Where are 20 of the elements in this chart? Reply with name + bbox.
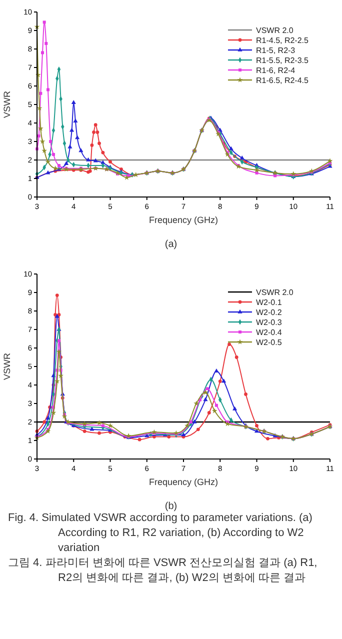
legend-label: R1-6.5, R2-4.5 (256, 76, 310, 85)
legend-label: W2-0.2 (256, 308, 282, 317)
y-axis-title: VSWR (2, 352, 12, 380)
text: (b) (164, 501, 178, 512)
x-axis-title: Frequency (GHz) (148, 477, 218, 487)
legend-label: VSWR 2.0 (256, 26, 294, 35)
caption: 그림 4. 파라미터 변화에 따른 VSWR 전산모의실험 결과 (a) R1, R2의 변화에 따른 결과, (b) W2의 변화에 따른 결과 (8, 557, 318, 584)
legend-label: W2-0.5 (256, 338, 282, 347)
legend-label: W2-0.4 (256, 328, 282, 337)
legend-label: VSWR 2.0 (256, 288, 294, 297)
legend-label: R1-5, R2-3 (256, 46, 296, 55)
text: (a) (164, 239, 178, 250)
legend-label: W2-0.1 (256, 298, 282, 307)
x-axis-title: Frequency (GHz) (148, 215, 218, 225)
y-axis-title: VSWR (2, 90, 12, 118)
legend-label: R1-5.5, R2-3.5 (256, 56, 310, 65)
legend-label: R1-6, R2-4 (256, 66, 296, 75)
legend-label: R1-4.5, R2-2.5 (256, 36, 310, 45)
legend-label: W2-0.3 (256, 318, 282, 327)
caption: Fig. 4. Simulated VSWR according to parameter variations. (a) According to R1, R2 variation, (b) According to W2 variation (8, 512, 312, 554)
